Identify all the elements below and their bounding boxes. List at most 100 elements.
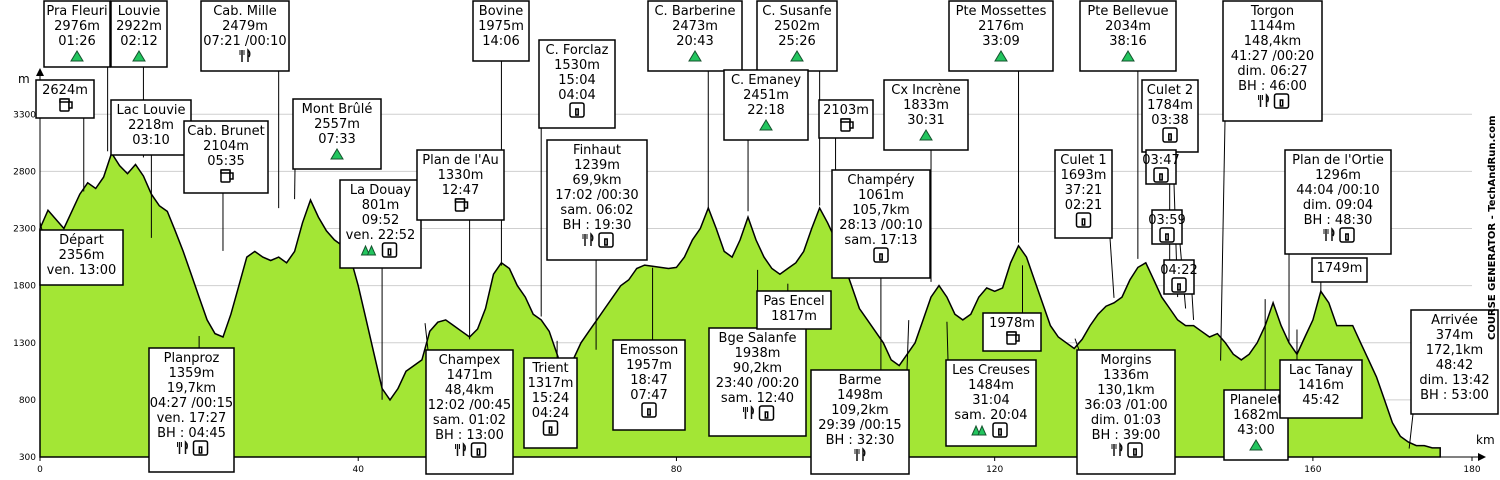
waypoint-detail: BH : 39:00 xyxy=(1092,428,1161,443)
summit-icon xyxy=(1121,50,1135,62)
marker-line xyxy=(424,323,429,351)
waypoint-frame xyxy=(425,349,514,475)
waypoint-detail: 2218m xyxy=(128,118,174,133)
info-icon xyxy=(1339,227,1355,243)
waypoint-name: Trient xyxy=(531,361,568,376)
waypoint-name: Cab. Mille xyxy=(213,4,277,19)
waypoint-detail: BH : 53:00 xyxy=(1420,388,1489,403)
peaks-icon xyxy=(360,244,377,256)
waypoint-detail: BH : 48:30 xyxy=(1304,213,1373,228)
x-tick: 120 xyxy=(986,457,1004,475)
waypoint-detail: 1498m xyxy=(837,388,883,403)
waypoint-name: Culet 1 xyxy=(1060,153,1106,168)
info-icon xyxy=(1127,442,1143,458)
beer-icon xyxy=(220,169,234,183)
waypoint-detail: 2104m xyxy=(203,139,249,154)
x-tick: 0 xyxy=(37,457,43,475)
waypoint-frame xyxy=(1222,0,1323,122)
waypoint-detail: 28:13 /00:10 xyxy=(839,218,922,233)
waypoint-detail: 801m xyxy=(362,198,399,213)
marker-line xyxy=(1191,293,1195,320)
waypoint-detail: 01:26 xyxy=(58,34,95,49)
y-tick: 2800 xyxy=(13,167,36,177)
waypoint-detail: 2922m xyxy=(116,19,162,34)
waypoint-name: Plan de l'Ortie xyxy=(1292,153,1384,168)
waypoint-detail: 1359m xyxy=(169,366,215,381)
waypoint-detail: BH : 32:30 xyxy=(826,433,895,448)
waypoint-detail: BH : 19:30 xyxy=(563,218,632,233)
waypoint-name: La Douay xyxy=(350,183,412,198)
waypoint-detail: 1144m xyxy=(1250,19,1296,34)
waypoint-detail: 15:24 xyxy=(532,391,569,406)
waypoint-name: Barme xyxy=(839,373,882,388)
waypoint-detail: sam. 01:02 xyxy=(433,413,506,428)
info-icon xyxy=(470,442,487,458)
waypoint-detail: 18:47 xyxy=(630,373,667,388)
waypoint-name: Pte Mossettes xyxy=(956,4,1047,19)
waypoint-detail: BH : 04:45 xyxy=(157,426,226,441)
waypoint-name: Cab. Brunet xyxy=(187,124,264,139)
y-tick-label: 800 xyxy=(19,396,36,406)
waypoint-detail: 374m xyxy=(1436,328,1473,343)
waypoint-detail: 1336m xyxy=(1103,368,1149,383)
waypoint-frame xyxy=(148,347,235,473)
summit-icon xyxy=(132,50,146,62)
waypoint-detail: 04:04 xyxy=(558,88,595,103)
waypoint-detail: 04:24 xyxy=(532,406,569,421)
waypoint-detail: 1530m xyxy=(554,58,600,73)
waypoint-detail: sam. 17:13 xyxy=(844,233,917,248)
waypoint-detail: sam. 12:40 xyxy=(721,391,794,406)
beer-icon xyxy=(454,198,469,212)
waypoint-frame xyxy=(1076,349,1176,475)
waypoint-detail: 07:47 xyxy=(630,388,667,403)
waypoint-detail: 17:02 /00:30 xyxy=(555,188,638,203)
summit-icon xyxy=(919,129,933,141)
waypoint-name: Mont Brûlé xyxy=(302,102,373,117)
food-icon xyxy=(177,440,189,454)
info-icon xyxy=(598,232,614,248)
waypoint-name: Pra Fleuri xyxy=(46,4,107,19)
waypoint-detail: 44:04 /00:10 xyxy=(1296,183,1379,198)
food-icon xyxy=(1258,93,1270,107)
waypoint-detail: dim. 06:27 xyxy=(1237,64,1307,79)
beer-icon xyxy=(1006,331,1020,345)
summit-icon xyxy=(759,119,773,131)
marker-line xyxy=(1074,338,1080,351)
waypoint-frame xyxy=(810,369,910,475)
waypoint-name: C. Emaney xyxy=(731,73,801,88)
waypoint-detail: 148,4km xyxy=(1244,34,1301,49)
waypoint-detail: BH : 46:00 xyxy=(1238,79,1307,94)
waypoint-name: Lac Louvie xyxy=(117,103,186,118)
waypoint-name: Pas Encel xyxy=(763,294,824,309)
waypoint-name: Cx Incrène xyxy=(891,83,960,98)
waypoint-name: 03:59 xyxy=(1148,213,1185,228)
y-tick: 2300 xyxy=(13,225,36,235)
y-axis-arrow xyxy=(36,68,44,76)
waypoint-detail: 1061m xyxy=(858,188,904,203)
waypoint-name: C. Susanfe xyxy=(762,4,831,19)
y-tick: 300 xyxy=(19,453,36,463)
y-tick: 1800 xyxy=(13,282,36,292)
x-tick: 180 xyxy=(1463,457,1481,475)
waypoint-box: 04:22 xyxy=(1160,259,1198,295)
y-tick-label: 1300 xyxy=(13,339,36,349)
food-icon xyxy=(1323,227,1335,241)
waypoint-frame xyxy=(339,179,422,269)
x-tick-label: 120 xyxy=(986,465,1003,475)
